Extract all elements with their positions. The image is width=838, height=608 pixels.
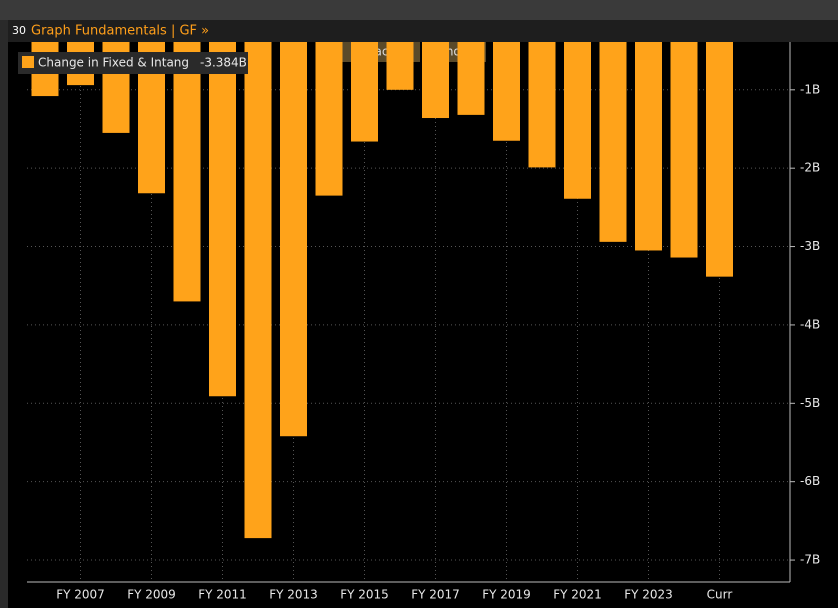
bar (635, 42, 662, 251)
y-tick-label: -2B (800, 161, 820, 175)
legend-value: -3.384B (200, 56, 247, 70)
x-tick-label: Curr (707, 588, 733, 602)
x-tick-label: FY 2009 (127, 588, 176, 602)
legend (18, 52, 248, 74)
legend-name: Change in Fixed & Intang (38, 56, 189, 70)
x-tick-label: FY 2015 (340, 588, 389, 602)
bar (599, 42, 627, 242)
bar (670, 42, 698, 258)
title-bar (0, 20, 838, 42)
x-tick-label: FY 2017 (411, 588, 460, 602)
y-tick-label: -7B (800, 553, 820, 567)
x-tick-label: FY 2019 (482, 588, 531, 602)
y-tick-label: -5B (800, 396, 820, 410)
x-tick-label: FY 2011 (198, 588, 247, 602)
bar (280, 42, 307, 437)
y-tick-label: -4B (800, 317, 820, 331)
bar (564, 42, 591, 199)
y-tick-label: -1B (800, 82, 820, 96)
bar (244, 42, 272, 539)
panel-title[interactable]: Graph Fundamentals | GF » (31, 24, 209, 39)
bar (351, 42, 378, 142)
legend-swatch (22, 56, 34, 68)
bar (706, 42, 733, 277)
y-tick-label: -3B (800, 239, 820, 253)
x-tick-label: FY 2007 (56, 588, 105, 602)
bar (528, 42, 556, 168)
x-tick-label: FY 2013 (269, 588, 318, 602)
bar (386, 42, 414, 90)
bar (422, 42, 449, 119)
y-tick-label: -6B (800, 474, 820, 488)
window-top (0, 0, 838, 20)
x-tick-label: FY 2021 (553, 588, 602, 602)
bar (173, 42, 201, 302)
bar (209, 42, 236, 397)
panel-number: 30 (12, 24, 26, 37)
scrollbar (0, 20, 8, 608)
bar (315, 42, 343, 196)
plot (27, 42, 790, 582)
bar (457, 42, 485, 115)
bar (493, 42, 520, 141)
x-tick-label: FY 2023 (624, 588, 673, 602)
